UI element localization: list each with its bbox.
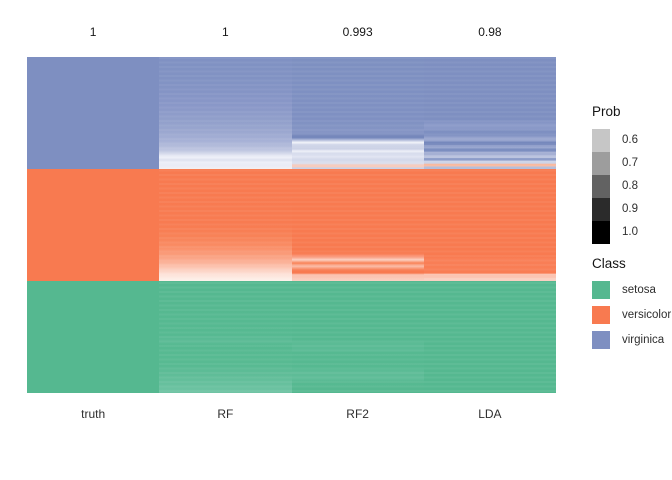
class-legend: setosa versicolor virginica: [592, 281, 672, 349]
cells-LDA-setosa: [423, 281, 556, 393]
class-swatch-versicolor: [592, 306, 610, 324]
prob-swatch-1.0: [592, 221, 610, 244]
prob-swatch-0.7: [592, 152, 610, 175]
class-legend-title: Class: [592, 256, 626, 271]
prob-legend-item-0.7: 0.7: [592, 152, 672, 175]
x-axis-label-LDA: LDA: [478, 407, 502, 421]
accuracy-label-truth: 1: [89, 25, 97, 39]
cells-LDA-versicolor: [423, 169, 556, 281]
heatmap-column-LDA: [423, 57, 557, 393]
prob-legend-title: Prob: [592, 104, 621, 119]
class-legend-item-virginica: virginica: [592, 331, 672, 349]
prob-legend-item-1.0: 1.0: [592, 221, 672, 244]
accuracy-label-RF: 1: [222, 25, 229, 39]
cells-RF-virginica: [159, 57, 292, 169]
prob-legend-label: 0.6: [622, 134, 638, 146]
heatmap-column-RF2: [291, 57, 425, 393]
class-legend-item-versicolor: versicolor: [592, 306, 672, 324]
x-axis-label-RF: RF: [217, 407, 234, 421]
prob-swatch-0.6: [592, 129, 610, 152]
class-legend-item-setosa: setosa: [592, 281, 672, 299]
cells-truth-virginica: [27, 57, 160, 169]
cells-RF2-versicolor: [291, 169, 424, 281]
x-axis-label-RF2: RF2: [346, 407, 369, 421]
heatmap-plot-area: [27, 57, 557, 393]
prob-swatch-0.8: [592, 175, 610, 198]
prob-legend-label: 0.7: [622, 157, 638, 169]
cells-LDA-virginica: [423, 57, 556, 169]
accuracy-label-RF2: 0.993: [342, 25, 373, 39]
class-swatch-virginica: [592, 331, 610, 349]
prob-swatch-0.9: [592, 198, 610, 221]
cells-truth-versicolor: [27, 169, 160, 281]
cells-truth-setosa: [27, 281, 160, 393]
prob-legend: 0.6 0.7 0.8 0.9 1.0: [592, 129, 672, 244]
heatmap-column-RF: [159, 57, 292, 393]
class-legend-label: setosa: [622, 284, 656, 296]
prob-legend-label: 1.0: [622, 226, 638, 238]
class-swatch-setosa: [592, 281, 610, 299]
cells-RF-versicolor: [159, 169, 292, 281]
x-axis-label-truth: truth: [81, 407, 106, 421]
accuracy-label-LDA: 0.98: [478, 25, 502, 39]
prob-legend-label: 0.8: [622, 180, 638, 192]
prob-legend-label: 0.9: [622, 203, 638, 215]
cells-RF2-virginica: [291, 57, 424, 169]
prob-legend-item-0.9: 0.9: [592, 198, 672, 221]
cells-RF2-setosa: [291, 281, 424, 393]
cells-RF-setosa: [159, 281, 292, 393]
prob-legend-item-0.8: 0.8: [592, 175, 672, 198]
prob-legend-item-0.6: 0.6: [592, 129, 672, 152]
class-legend-label: virginica: [622, 334, 665, 346]
legend-panel: Prob 0.6 0.7 0.8 0.9 1.0 Class setosa versico…: [592, 103, 672, 356]
heatmap-column-truth: [27, 57, 160, 393]
class-legend-label: versicolor: [622, 309, 672, 321]
